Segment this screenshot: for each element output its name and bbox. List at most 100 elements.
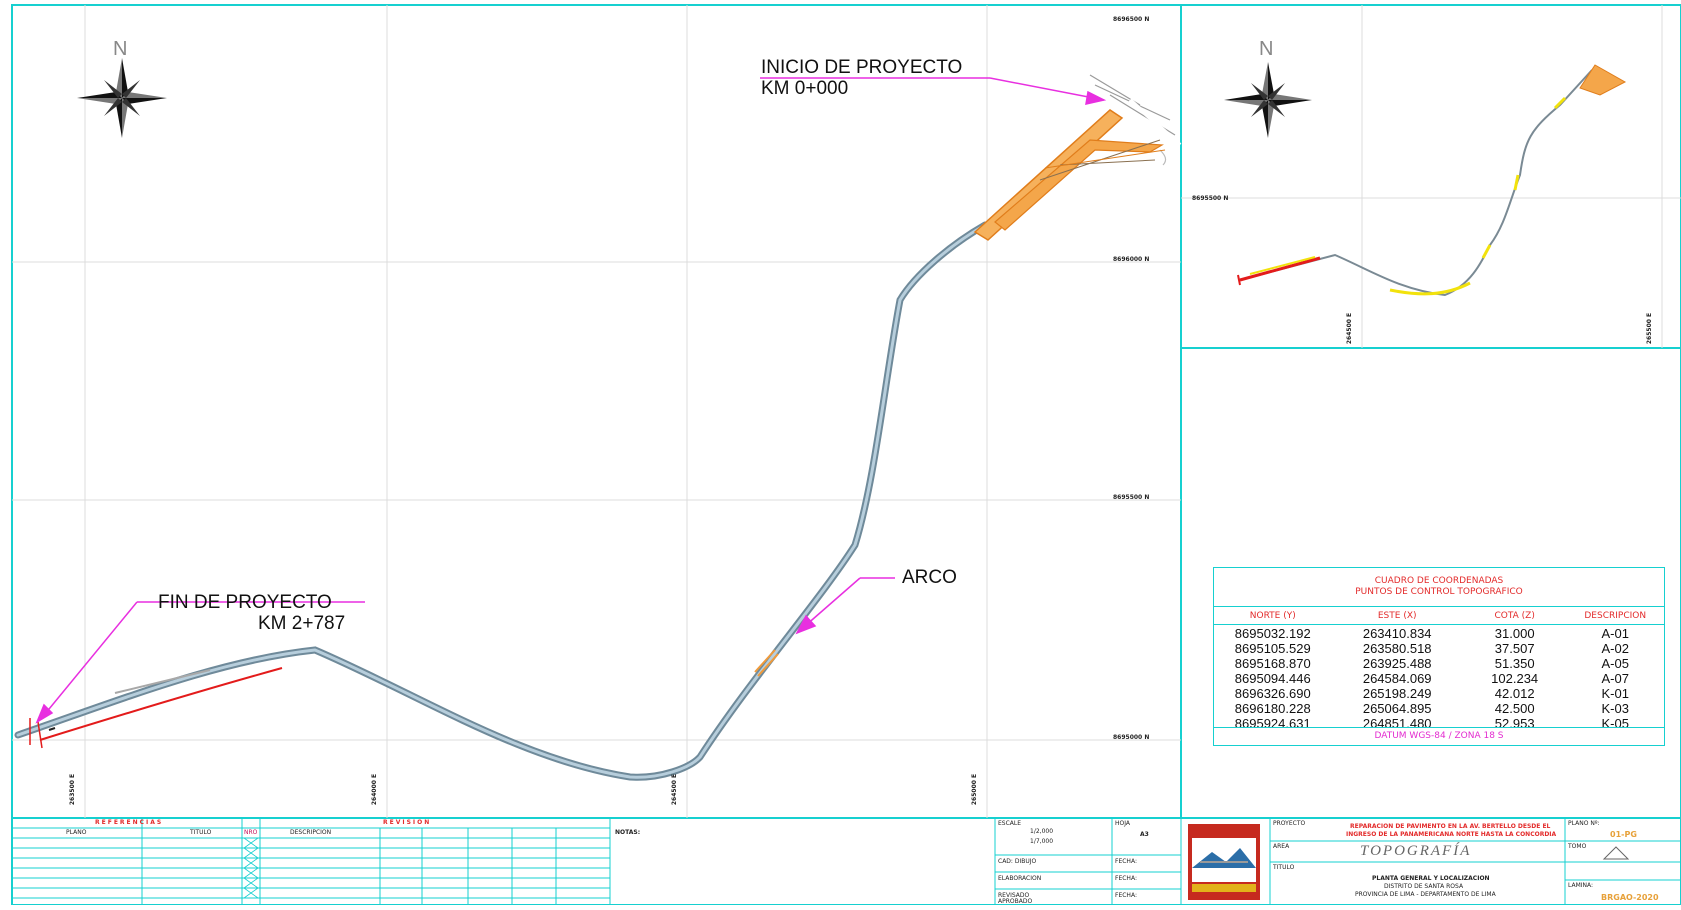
proyecto-line2: INGRESO DE LA PANAMERICANA NORTE HASTA L… [1346,831,1557,838]
header-cota: COTA (Z) [1494,611,1535,621]
cell-descripcion: K-01 [1601,686,1629,701]
fecha-label-2: FECHA: [1115,875,1137,882]
coordinate-table-row: 8695032.192 263410.834 31.000 A-01 [1214,626,1664,641]
titulo-line1: PLANTA GENERAL Y LOCALIZACION [1372,875,1490,882]
header-descripcion: DESCRIPCION [1584,611,1647,621]
lamina-label: LAMINA: [1568,882,1594,889]
grid-label-east-1: 263500 E [69,773,77,806]
cell-cota: 37.507 [1494,641,1535,656]
municipal-logo [1188,824,1260,900]
inset-grid-label-north: 8695500 N [1192,195,1229,202]
revision-x-marks [243,837,259,899]
cell-descripcion: A-05 [1601,656,1629,671]
tomo-label: TOMO [1568,843,1587,850]
cell-norte: 8695094.446 [1234,671,1311,686]
end-section-edges [29,667,283,749]
escala-value-1: 1/2,000 [1030,828,1054,835]
cell-este: 264584.069 [1362,671,1432,686]
cell-cota: 31.000 [1494,626,1535,641]
north-label-inset: N [1259,38,1274,60]
cell-cota: 51.350 [1494,656,1535,671]
callout-leaders [35,77,1107,724]
role-elaboracion: ELABORACION [998,875,1042,882]
coordinate-datum: DATUM WGS-84 / ZONA 18 S [1214,727,1664,745]
proyecto-line1: REPARACION DE PAVIMENTO EN LA AV. BERTEL… [1350,823,1551,830]
grid-label-north-3: 8695500 N [1113,494,1150,501]
road-alignment [14,221,989,781]
coordinate-table-row: 8696326.690 265198.249 42.012 K-01 [1214,686,1664,701]
coordinate-table-row: 8695094.446 264584.069 102.234 A-07 [1214,671,1664,686]
revision-nro-header: NRO [244,829,258,836]
plano-nro-value: 01-PG [1610,830,1637,839]
main-grid [12,5,1181,818]
end-callout: FIN DE PROYECTO KM 2+787 [158,592,345,634]
coordinate-table-header: NORTE (Y) ESTE (X) COTA (Z) DESCRIPCION [1214,608,1664,625]
arc-orange-marks [754,649,779,677]
arc-callout: ARCO [902,567,957,588]
header-norte: NORTE (Y) [1249,611,1296,621]
fecha-label-1: FECHA: [1115,858,1137,865]
revision-descripcion-header: DESCRIPCION [290,829,332,836]
notas-label: NOTAS: [615,829,641,836]
cell-este: 265064.895 [1362,701,1432,716]
tomo-triangle-icon [1602,846,1630,860]
grid-label-north-4: 8695000 N [1113,734,1150,741]
coordinate-table: CUADRO DE COORDENADAS PUNTOS DE CONTROL … [1213,567,1665,746]
grid-label-north-2: 8696000 N [1113,256,1150,263]
cell-este: 265198.249 [1362,686,1432,701]
end-callout-line2: KM 2+787 [258,613,346,634]
referencias-titulo-header: TITULO [190,829,212,836]
inset-route [1237,64,1627,297]
inset-grid-label-east-1: 264500 E [1346,312,1354,345]
outer-frame [11,4,1681,906]
cell-descripcion: K-03 [1601,701,1629,716]
inset-grid [1181,5,1681,348]
lamina-value: BRGAO-2020 [1601,893,1659,902]
cell-descripcion: A-07 [1601,671,1629,686]
cell-norte: 8695168.870 [1234,656,1311,671]
cell-norte: 8696326.690 [1234,686,1311,701]
titulo-label: TITULO [1273,864,1295,871]
hoja-label: HOJA [1115,820,1131,827]
compass-rose-inset [1224,62,1312,138]
grid-label-east-4: 265000 E [971,773,979,806]
referencias-heading: REFERENCIAS [95,819,164,826]
cell-cota: 42.012 [1494,686,1535,701]
end-callout-line1: FIN DE PROYECTO [158,592,332,613]
start-intersection [973,74,1182,241]
coordinate-table-title-line1: CUADRO DE COORDENADAS [1374,576,1504,586]
north-label-main: N [113,38,128,60]
cell-norte: 8695105.529 [1234,641,1311,656]
proyecto-label: PROYECTO [1273,820,1306,827]
area-label: AREA [1273,843,1290,850]
cell-cota: 102.234 [1491,671,1539,686]
header-este: ESTE (X) [1377,611,1417,621]
fecha-label-3: FECHA: [1115,892,1137,899]
escala-value-2: 1/7,000 [1030,838,1054,845]
cell-este: 263410.834 [1362,626,1432,641]
cell-cota: 42.500 [1494,701,1535,716]
escala-label: ESCALE [998,820,1022,827]
coordinate-table-row: 8695168.870 263925.488 51.350 A-05 [1214,656,1664,671]
role-aprobado: APROBADO [998,898,1033,905]
role-cad-dibujo: CAD: DIBUJO [998,858,1037,865]
cell-norte: 8696180.228 [1234,701,1311,716]
inset-grid-label-east-2: 265500 E [1646,312,1654,345]
coordinate-table-title: CUADRO DE COORDENADAS PUNTOS DE CONTROL … [1214,568,1664,607]
titulo-line3: PROVINCIA DE LIMA - DEPARTAMENTO DE LIMA [1355,891,1496,898]
grid-label-east-2: 264000 E [371,773,379,806]
cell-norte: 8695032.192 [1234,626,1311,641]
cell-este: 263580.518 [1362,641,1432,656]
plano-nro-label: PLANO Nº: [1568,820,1600,827]
role-revisado: REVISADO [998,892,1030,899]
titulo-line2: DISTRITO DE SANTA ROSA [1384,883,1464,890]
grid-label-north-1: 8696500 N [1113,16,1150,23]
coordinate-table-row: 8695105.529 263580.518 37.507 A-02 [1214,641,1664,656]
hoja-value: A3 [1140,831,1149,838]
coordinate-table-title-line2: PUNTOS DE CONTROL TOPOGRAFICO [1355,587,1523,597]
start-callout-line1: INICIO DE PROYECTO [761,57,963,78]
coordinate-table-row: 8696180.228 265064.895 42.500 K-03 [1214,701,1664,716]
start-callout-line2: KM 0+000 [761,78,849,99]
